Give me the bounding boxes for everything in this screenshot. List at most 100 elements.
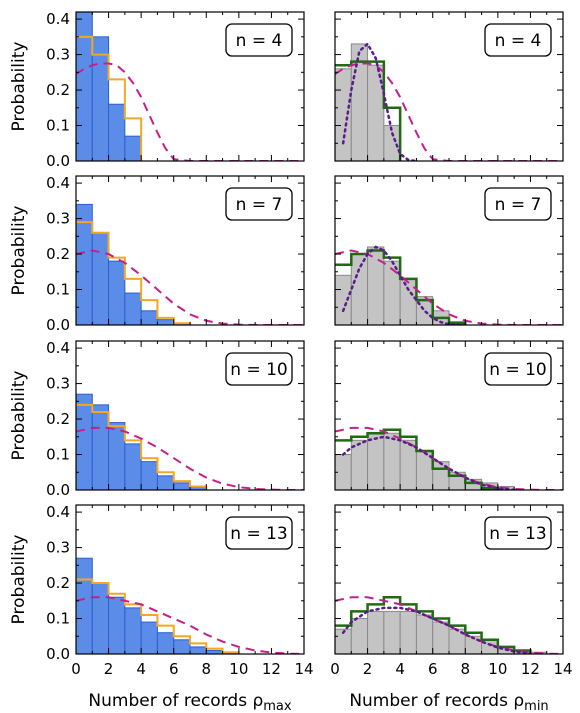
y-tick-label: 0.4: [46, 174, 70, 192]
y-tick-label: 0.0: [46, 481, 70, 499]
dotted-curve: [341, 435, 516, 490]
histogram-bar: [173, 482, 191, 490]
panel-max-n7: 0.0 0.1 0.2 0.3 0.4 Probability n = 7: [9, 174, 305, 334]
x-tick-label: 14: [553, 660, 572, 678]
histogram-bar: [350, 439, 369, 490]
panel-label-box: [225, 187, 293, 221]
panel-min-n4: n = 4: [334, 11, 564, 162]
x-tick-label: 14: [294, 660, 313, 678]
plot-area: [76, 393, 304, 490]
histogram-bar: [383, 610, 401, 654]
plot-area: [335, 245, 563, 325]
histogram-bar: [156, 475, 175, 490]
x-tick-label: 8: [461, 660, 471, 678]
y-tick-label: 0.4: [46, 10, 70, 28]
x-tick-label: 4: [136, 660, 146, 678]
histogram-bar: [124, 607, 142, 654]
histogram-bar: [76, 393, 93, 490]
y-tick-label: 0.0: [46, 316, 70, 334]
panel-min-n13: 0 2 4 6 8 10 12 14 Number of records ρmin n = 13: [330, 504, 573, 713]
histogram-bar: [399, 439, 417, 490]
plot-area: [335, 41, 563, 161]
y-tick-label: 0.3: [46, 375, 70, 393]
y-axis-label: Probability: [9, 371, 29, 461]
panel-label: n = 7: [495, 195, 542, 215]
histogram-bar: [399, 610, 417, 654]
y-tick-label: 0.1: [46, 117, 70, 135]
histogram-bar: [383, 432, 401, 490]
histogram-bar: [367, 432, 385, 490]
x-tick-label: 12: [262, 660, 281, 678]
x-tick-label: 4: [395, 660, 405, 678]
histogram-bar: [91, 404, 110, 490]
y-tick-label: 0.4: [46, 503, 70, 521]
dotted-curve: [341, 41, 418, 161]
dashed-curve: [335, 62, 563, 161]
histogram-bar: [399, 278, 417, 325]
panel-min-n7: n = 7: [334, 175, 564, 326]
panel-label-box: [225, 352, 293, 386]
histogram-bar: [350, 253, 369, 325]
y-axis-label: Probability: [9, 42, 29, 132]
y-tick-label: 0.1: [46, 281, 70, 299]
y-tick-label: 0.3: [46, 539, 70, 557]
panel-label-box: [484, 352, 552, 386]
x-tick-label: 12: [521, 660, 540, 678]
x-tick-label: 8: [202, 660, 212, 678]
x-tick-label: 0: [330, 660, 340, 678]
histogram-bar: [383, 260, 401, 325]
x-tick-label: 0: [71, 660, 81, 678]
plot-area: [335, 595, 563, 654]
y-tick-label: 0.0: [46, 152, 70, 170]
x-tick-label: 2: [104, 660, 114, 678]
plot-area: [76, 203, 304, 325]
y-tick-label: 0.1: [46, 446, 70, 464]
histogram-bar: [432, 621, 450, 654]
y-tick-label: 0.2: [46, 245, 70, 263]
histogram-bar: [140, 461, 158, 490]
x-tick-label: 6: [169, 660, 179, 678]
panel-label-box: [225, 23, 293, 57]
dashed-curve: [76, 596, 304, 654]
dotted-curve: [341, 245, 467, 325]
histogram-bar: [350, 618, 369, 654]
y-tick-label: 0.3: [46, 210, 70, 228]
panel-label-box: [484, 187, 552, 221]
histogram-bar: [124, 292, 142, 325]
histogram-bar: [415, 614, 434, 654]
x-axis-label: Number of records ρmax: [88, 691, 291, 713]
plot-area: [76, 557, 304, 654]
histogram-bar: [124, 443, 142, 490]
panel-label-box: [225, 516, 293, 550]
histogram-bar: [108, 596, 126, 654]
histogram-bar: [140, 310, 158, 325]
panel-label: n = 10: [489, 360, 546, 380]
x-tick-label: 6: [428, 660, 438, 678]
histogram-bar: [189, 646, 207, 654]
panel-label: n = 4: [495, 31, 542, 51]
step-series-line: [335, 249, 467, 325]
step-series-line: [76, 578, 240, 654]
plot-area: [335, 426, 563, 490]
panel-max-n4: 0.0 0.1 0.2 0.3 0.4 Probability n = 4: [9, 10, 305, 170]
panel-label-box: [484, 516, 552, 550]
x-tick-label: 10: [229, 660, 248, 678]
panel-label: n = 13: [230, 524, 287, 544]
histogram-bar: [335, 274, 352, 325]
histogram-bar: [156, 632, 175, 654]
panel-label: n = 4: [236, 31, 283, 51]
histogram-bar: [91, 582, 110, 654]
histogram-bar: [108, 103, 126, 161]
histogram-bar: [140, 621, 158, 654]
y-tick-label: 0.2: [46, 81, 70, 99]
histogram-bar: [383, 125, 401, 161]
y-tick-label: 0.0: [46, 645, 70, 663]
histogram-bar: [335, 68, 352, 161]
panel-label: n = 7: [236, 195, 283, 215]
step-series-line: [76, 403, 208, 490]
histogram-bar: [156, 319, 175, 325]
histogram-bar: [76, 557, 93, 654]
y-axis-label: Probability: [9, 535, 29, 625]
histogram-bar: [76, 12, 93, 161]
